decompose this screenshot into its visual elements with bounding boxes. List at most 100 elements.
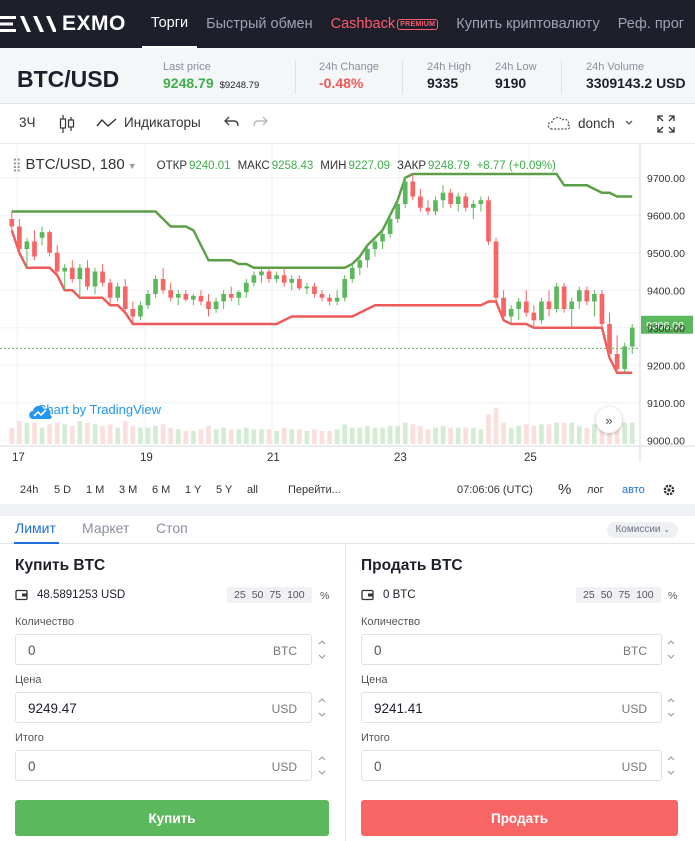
last-price-value: 9248.79 $9248.79 (163, 75, 259, 91)
candle-body (17, 226, 22, 249)
buy-price-currency: USD (271, 702, 297, 716)
percent-scale-toggle[interactable]: % (558, 481, 572, 498)
candle-body (312, 286, 317, 294)
range-button[interactable]: 6 M (152, 484, 171, 496)
volume-bar (539, 424, 544, 444)
undo-icon[interactable] (224, 115, 240, 129)
candle-body (561, 286, 567, 309)
percent-sign: % (320, 590, 330, 602)
range-bar: 24h 5 D 1 M 3 M 6 M 1 Y 5 Y all Перейти.… (0, 478, 695, 504)
range-button[interactable]: 5 D (54, 484, 72, 496)
candle-body (584, 290, 590, 302)
volume-bar (561, 422, 567, 444)
percent-25-button[interactable]: 25 (234, 589, 246, 601)
volume-bar (92, 424, 98, 444)
auto-scale-toggle[interactable]: авто (622, 484, 645, 496)
sell-price-value: 9241.41 (374, 701, 423, 716)
tab-stop[interactable]: Стоп (156, 520, 188, 536)
percent-50-button[interactable]: 50 (600, 589, 613, 601)
range-button[interactable]: 5 Y (216, 484, 233, 496)
volume-bar (221, 427, 226, 444)
range-button[interactable]: all (247, 484, 259, 496)
percent-50-button[interactable]: 50 (251, 589, 264, 601)
candle-body (539, 301, 544, 321)
sell-total-input[interactable]: 0 USD (361, 750, 662, 781)
price-chart[interactable]: 9308.00 9700.00 9600.00 9500.00 9400.00 9300… (0, 144, 695, 478)
sell-amount-input[interactable]: 0 BTC (361, 634, 662, 665)
candle-body (183, 294, 189, 300)
nav-item-cashback[interactable]: Cashback PREMIUM (322, 0, 448, 48)
range-button[interactable]: 1 Y (185, 484, 202, 496)
tradingview-badge[interactable]: Chart by TradingView (27, 402, 161, 419)
volume-bar (213, 429, 219, 444)
sell-price-input[interactable]: 9241.41 USD (361, 692, 662, 723)
goto-button[interactable]: Перейти... (288, 484, 341, 496)
candle-body (251, 275, 257, 283)
interval-button[interactable]: 3Ч (19, 115, 36, 130)
log-scale-toggle[interactable]: лог (587, 484, 604, 496)
volume-bar (266, 429, 272, 444)
logo[interactable]: EXMO (0, 0, 126, 48)
fees-dropdown[interactable]: Комиссии ⌄ (607, 522, 678, 538)
sell-total-stepper[interactable] (666, 750, 676, 781)
candle-body (259, 271, 264, 276)
percent-75-button[interactable]: 75 (618, 589, 631, 601)
nav-item-quick-exchange[interactable]: Быстрый обмен (197, 0, 322, 48)
percent-100-button[interactable]: 100 (287, 589, 305, 601)
redo-icon[interactable] (252, 115, 268, 129)
sell-price-stepper[interactable] (666, 692, 676, 723)
divider (402, 60, 403, 94)
buy-balance[interactable]: 48.5891253 USD (15, 589, 125, 601)
tab-limit[interactable]: Лимит (15, 520, 56, 536)
sell-balance[interactable]: 0 BTC (361, 589, 416, 601)
indicators-button[interactable]: Индикаторы (96, 115, 201, 130)
tab-market[interactable]: Маркет (82, 520, 130, 536)
range-button[interactable]: 3 M (119, 484, 138, 496)
buy-amount-stepper[interactable] (317, 634, 327, 665)
sell-form: Продать BTC 0 BTC 25 50 75 100 % Количес… (345, 544, 695, 841)
fullscreen-icon[interactable] (657, 115, 675, 133)
y-tick-label: 9400.00 (647, 285, 685, 297)
volume-bar (145, 427, 151, 444)
volume-bar (599, 419, 605, 444)
chart-svg: 9308.00 9700.00 9600.00 9500.00 9400.00 9300… (0, 144, 695, 464)
sell-button[interactable]: Продать (361, 800, 678, 836)
range-button[interactable]: 1 M (86, 484, 105, 496)
sell-amount-stepper[interactable] (666, 634, 676, 665)
buy-price-stepper[interactable] (317, 692, 327, 723)
buy-total-stepper[interactable] (317, 750, 327, 781)
candle-body (289, 279, 295, 283)
volume-bar (47, 424, 52, 444)
buy-amount-currency: BTC (273, 644, 297, 658)
y-tick-label: 9100.00 (647, 398, 685, 410)
settings-gear-icon[interactable] (661, 482, 677, 501)
buy-amount-input[interactable]: 0 BTC (15, 634, 312, 665)
volume-bar (312, 429, 317, 444)
buy-total-input[interactable]: 0 USD (15, 750, 312, 781)
volume-bar (24, 422, 30, 444)
percent-25-button[interactable]: 25 (583, 589, 595, 601)
y-tick-label: 9000.00 (647, 435, 685, 447)
volume-label: 24h Volume (586, 61, 645, 73)
volume-bar (39, 427, 45, 444)
volume-bar (259, 429, 264, 444)
nav-item-referral[interactable]: Реф. прог (609, 0, 693, 48)
percent-75-button[interactable]: 75 (269, 589, 282, 601)
buy-button[interactable]: Купить (15, 800, 329, 836)
candle-body (372, 241, 378, 249)
range-button[interactable]: 24h (20, 484, 39, 496)
scroll-right-button[interactable]: » (596, 407, 622, 433)
volume-bar (478, 429, 484, 444)
nav-item-buy-crypto[interactable]: Купить криптовалюту (447, 0, 608, 48)
volume-bar (470, 427, 476, 444)
pair-title[interactable]: BTC/USD (17, 66, 120, 92)
nav-item-trading[interactable]: Торги (141, 0, 198, 48)
candle-body (387, 219, 393, 234)
candle-type-icon[interactable] (59, 114, 75, 134)
buy-price-input[interactable]: 9249.47 USD (15, 692, 312, 723)
legend-pair[interactable]: ⣿ BTC/USD, 180 ▼ (12, 156, 137, 173)
layout-selector[interactable]: donch (546, 114, 634, 132)
percent-100-button[interactable]: 100 (636, 589, 654, 601)
x-tick-label: 23 (394, 452, 407, 464)
top-nav: EXMO Торги Быстрый обмен Cashback PREMIUM… (0, 0, 695, 48)
